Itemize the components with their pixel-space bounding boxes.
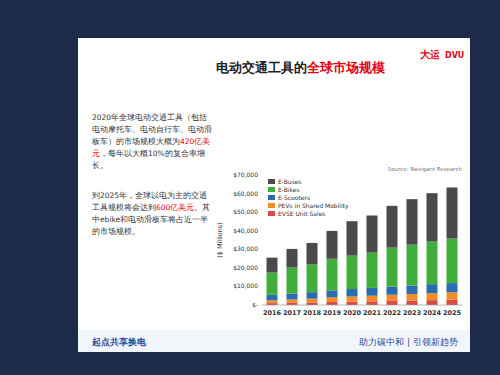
bar <box>267 300 278 303</box>
tick-label: 2023 <box>403 309 421 317</box>
tick-label: $30,000 <box>233 245 258 252</box>
bar <box>447 283 458 292</box>
legend-label: E-Scooters <box>278 194 310 201</box>
bar <box>407 294 418 301</box>
paragraph: 到2025年，全球以电为主的交通工具规模将会达到600亿美元。其中ebike和电… <box>92 190 212 238</box>
bar <box>367 288 378 296</box>
tick-label: 2022 <box>383 309 401 317</box>
legend-swatch <box>268 203 275 208</box>
bar <box>347 289 358 296</box>
bars <box>267 187 458 305</box>
bar <box>447 187 458 238</box>
bar <box>447 300 458 305</box>
logo: 大运 <box>419 49 441 60</box>
bar <box>387 295 398 301</box>
tick-label: 2019 <box>323 309 342 317</box>
bar <box>347 302 358 305</box>
bar <box>347 221 358 255</box>
title-part: 电动交通工具的 <box>216 60 307 75</box>
tick-label: $70,000 <box>233 171 258 178</box>
legend-label: E-Buses <box>278 178 302 185</box>
bar <box>287 249 298 268</box>
bar <box>307 292 318 299</box>
paragraph-part: ，每年以大概10%的复合率增长。 <box>92 149 205 170</box>
tick-label: $10,000 <box>233 282 258 289</box>
legend-swatch <box>268 195 275 200</box>
tick-label: 2020 <box>343 309 362 317</box>
bar <box>267 295 278 301</box>
bar <box>427 284 438 293</box>
tick-label: 2018 <box>303 309 322 317</box>
bar <box>367 215 378 252</box>
bar <box>427 293 438 300</box>
tick-label: $40,000 <box>233 227 258 234</box>
bar <box>427 300 438 305</box>
tick-label: 2017 <box>283 309 301 317</box>
bar <box>287 299 298 302</box>
axis-label: ($ Millions) <box>216 222 224 258</box>
bar <box>407 286 418 295</box>
bar <box>287 293 298 299</box>
title-part: 全球市场规模 <box>306 60 385 75</box>
bar <box>387 206 398 248</box>
bar <box>327 297 338 302</box>
bar <box>327 302 338 305</box>
bar <box>367 301 378 305</box>
bar <box>427 241 438 284</box>
banner-text: 起点共享换电 <box>91 337 147 347</box>
axis-line <box>262 305 462 306</box>
bar <box>367 253 378 288</box>
tick-label: 2021 <box>363 309 382 317</box>
bar <box>407 245 418 286</box>
bar <box>327 290 338 297</box>
background <box>0 0 500 375</box>
tick-label: $60,000 <box>233 190 258 197</box>
banner <box>78 330 470 352</box>
bar <box>307 299 318 303</box>
bar <box>447 239 458 284</box>
bar <box>327 259 338 291</box>
bar <box>347 256 358 289</box>
bar <box>307 243 318 264</box>
bar <box>267 258 278 273</box>
legend-swatch <box>268 211 275 216</box>
legend-label: E-Bikes <box>278 186 300 193</box>
tick-label: 2016 <box>263 309 282 317</box>
bar <box>327 231 338 259</box>
tick-label: $20,000 <box>233 264 258 271</box>
legend-swatch <box>268 187 275 192</box>
tick-label: 2025 <box>443 309 462 317</box>
bar <box>387 287 398 295</box>
tick-label: 2024 <box>423 309 442 317</box>
bar <box>427 193 438 241</box>
bar <box>387 248 398 287</box>
legend-label: EVSE Unit Sales <box>278 210 326 217</box>
legend-swatch <box>268 179 275 184</box>
bar <box>407 199 418 245</box>
logo: DVU <box>445 51 464 60</box>
banner-text: 助力碳中和 | 引领新趋势 <box>359 337 458 347</box>
tick-label: $50,000 <box>233 208 258 215</box>
source-note: Source: Navigant Research <box>388 166 463 173</box>
bar <box>307 264 318 292</box>
slide <box>78 38 470 330</box>
bar <box>387 301 398 305</box>
paragraph: 2020年全球电动交通工具（包括电动摩托车、电动自行车、电动滑板车）的市场规模大… <box>92 112 212 172</box>
title: 电动交通工具的全球市场规模 <box>216 60 385 75</box>
bar <box>267 273 278 295</box>
bar <box>347 296 358 301</box>
bar <box>447 292 458 299</box>
bar <box>287 267 298 293</box>
bar <box>367 296 378 302</box>
bar <box>407 301 418 305</box>
bar <box>307 302 318 305</box>
legend-label: PEVs in Shared Mobility <box>278 202 349 210</box>
paragraph-part: 600亿美元 <box>156 203 194 212</box>
tick-label: $- <box>252 301 258 308</box>
